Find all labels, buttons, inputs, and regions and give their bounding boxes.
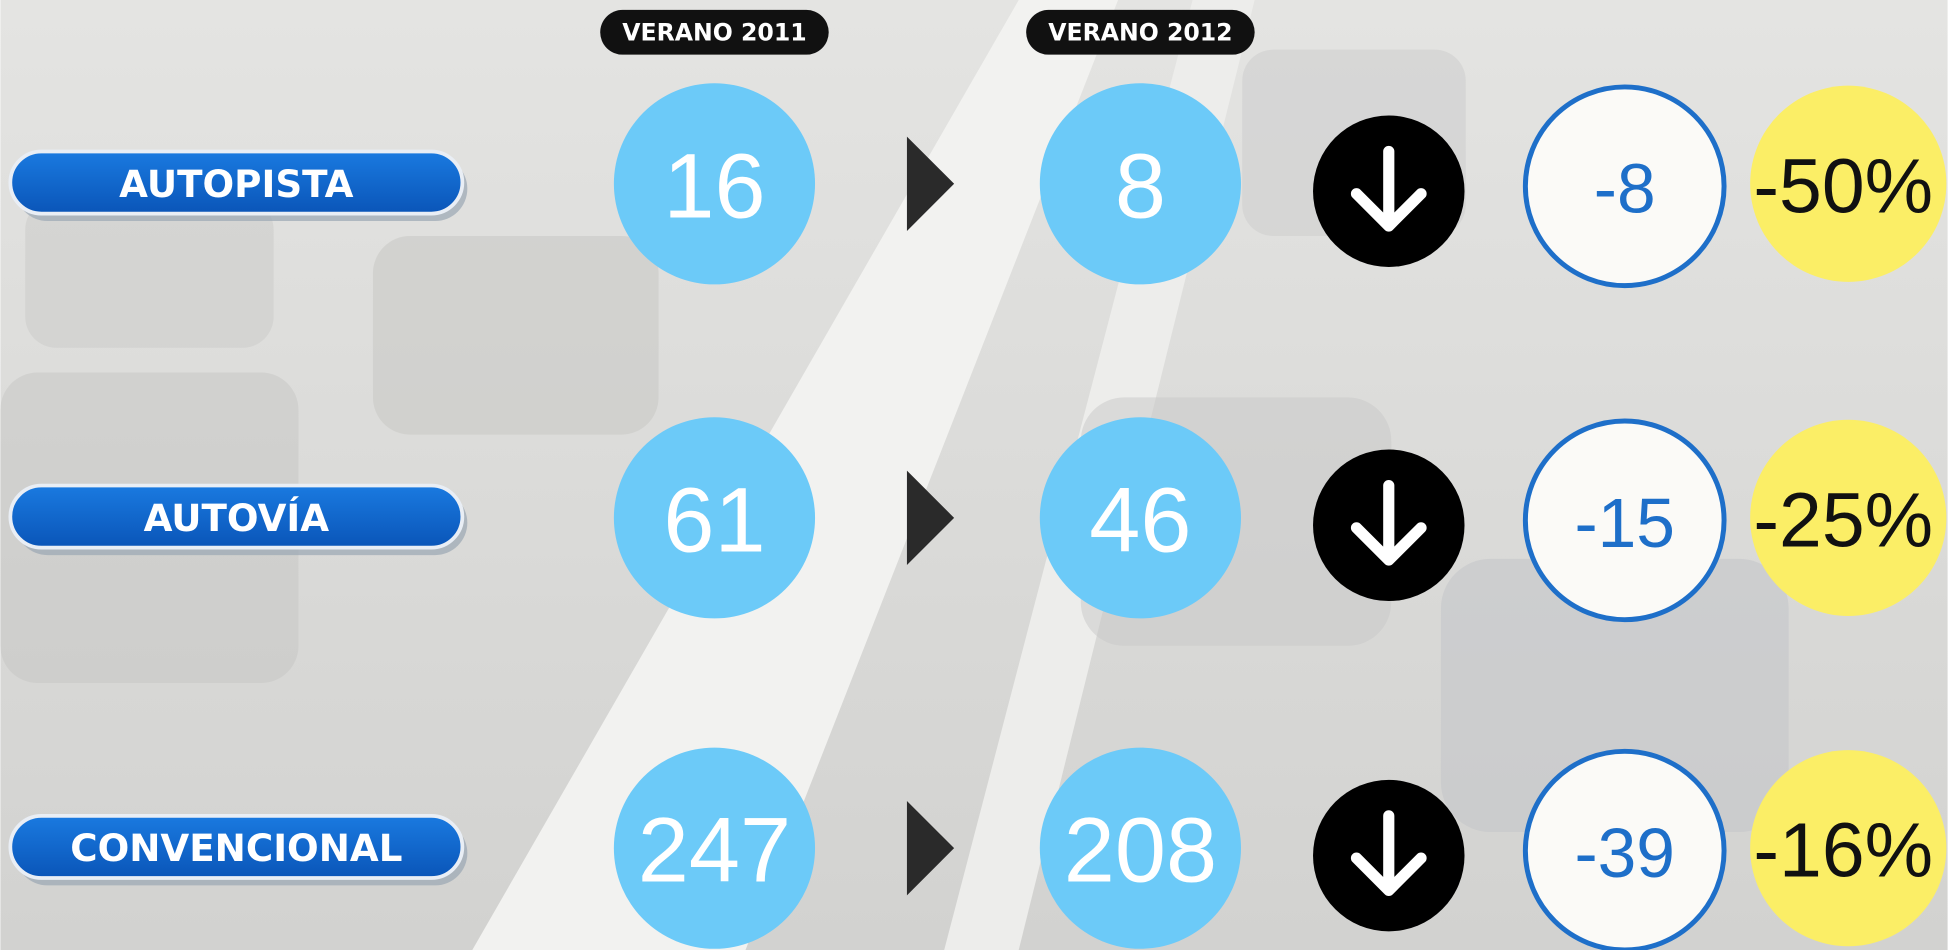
value-2011: 247 bbox=[638, 800, 791, 902]
diff-value: -15 bbox=[1574, 484, 1675, 562]
pct-value: -50% bbox=[1753, 143, 1933, 229]
header-text: VERANO 2011 bbox=[622, 18, 806, 46]
value-2011: 61 bbox=[663, 469, 765, 571]
value-2012: 8 bbox=[1115, 135, 1166, 237]
value-2012: 46 bbox=[1089, 469, 1191, 571]
label-text: AUTOPISTA bbox=[119, 162, 354, 206]
label-text: AUTOVÍA bbox=[144, 496, 330, 540]
diff-value: -8 bbox=[1594, 150, 1656, 228]
infographic: VERANO 2011 VERANO 2012 AUTOPISTA 16 8 -8 -50… bbox=[0, 0, 1948, 950]
diff-value: -39 bbox=[1574, 814, 1675, 892]
value-2012: 208 bbox=[1064, 800, 1217, 902]
pct-value: -16% bbox=[1753, 808, 1933, 894]
page: {"headers": ["VERANO 2011", "VERANO 2012… bbox=[0, 0, 1948, 950]
value-2011: 16 bbox=[663, 135, 765, 237]
pct-value: -25% bbox=[1753, 477, 1933, 563]
label-text: CONVENCIONAL bbox=[70, 826, 402, 870]
header-text: VERANO 2012 bbox=[1048, 18, 1232, 46]
